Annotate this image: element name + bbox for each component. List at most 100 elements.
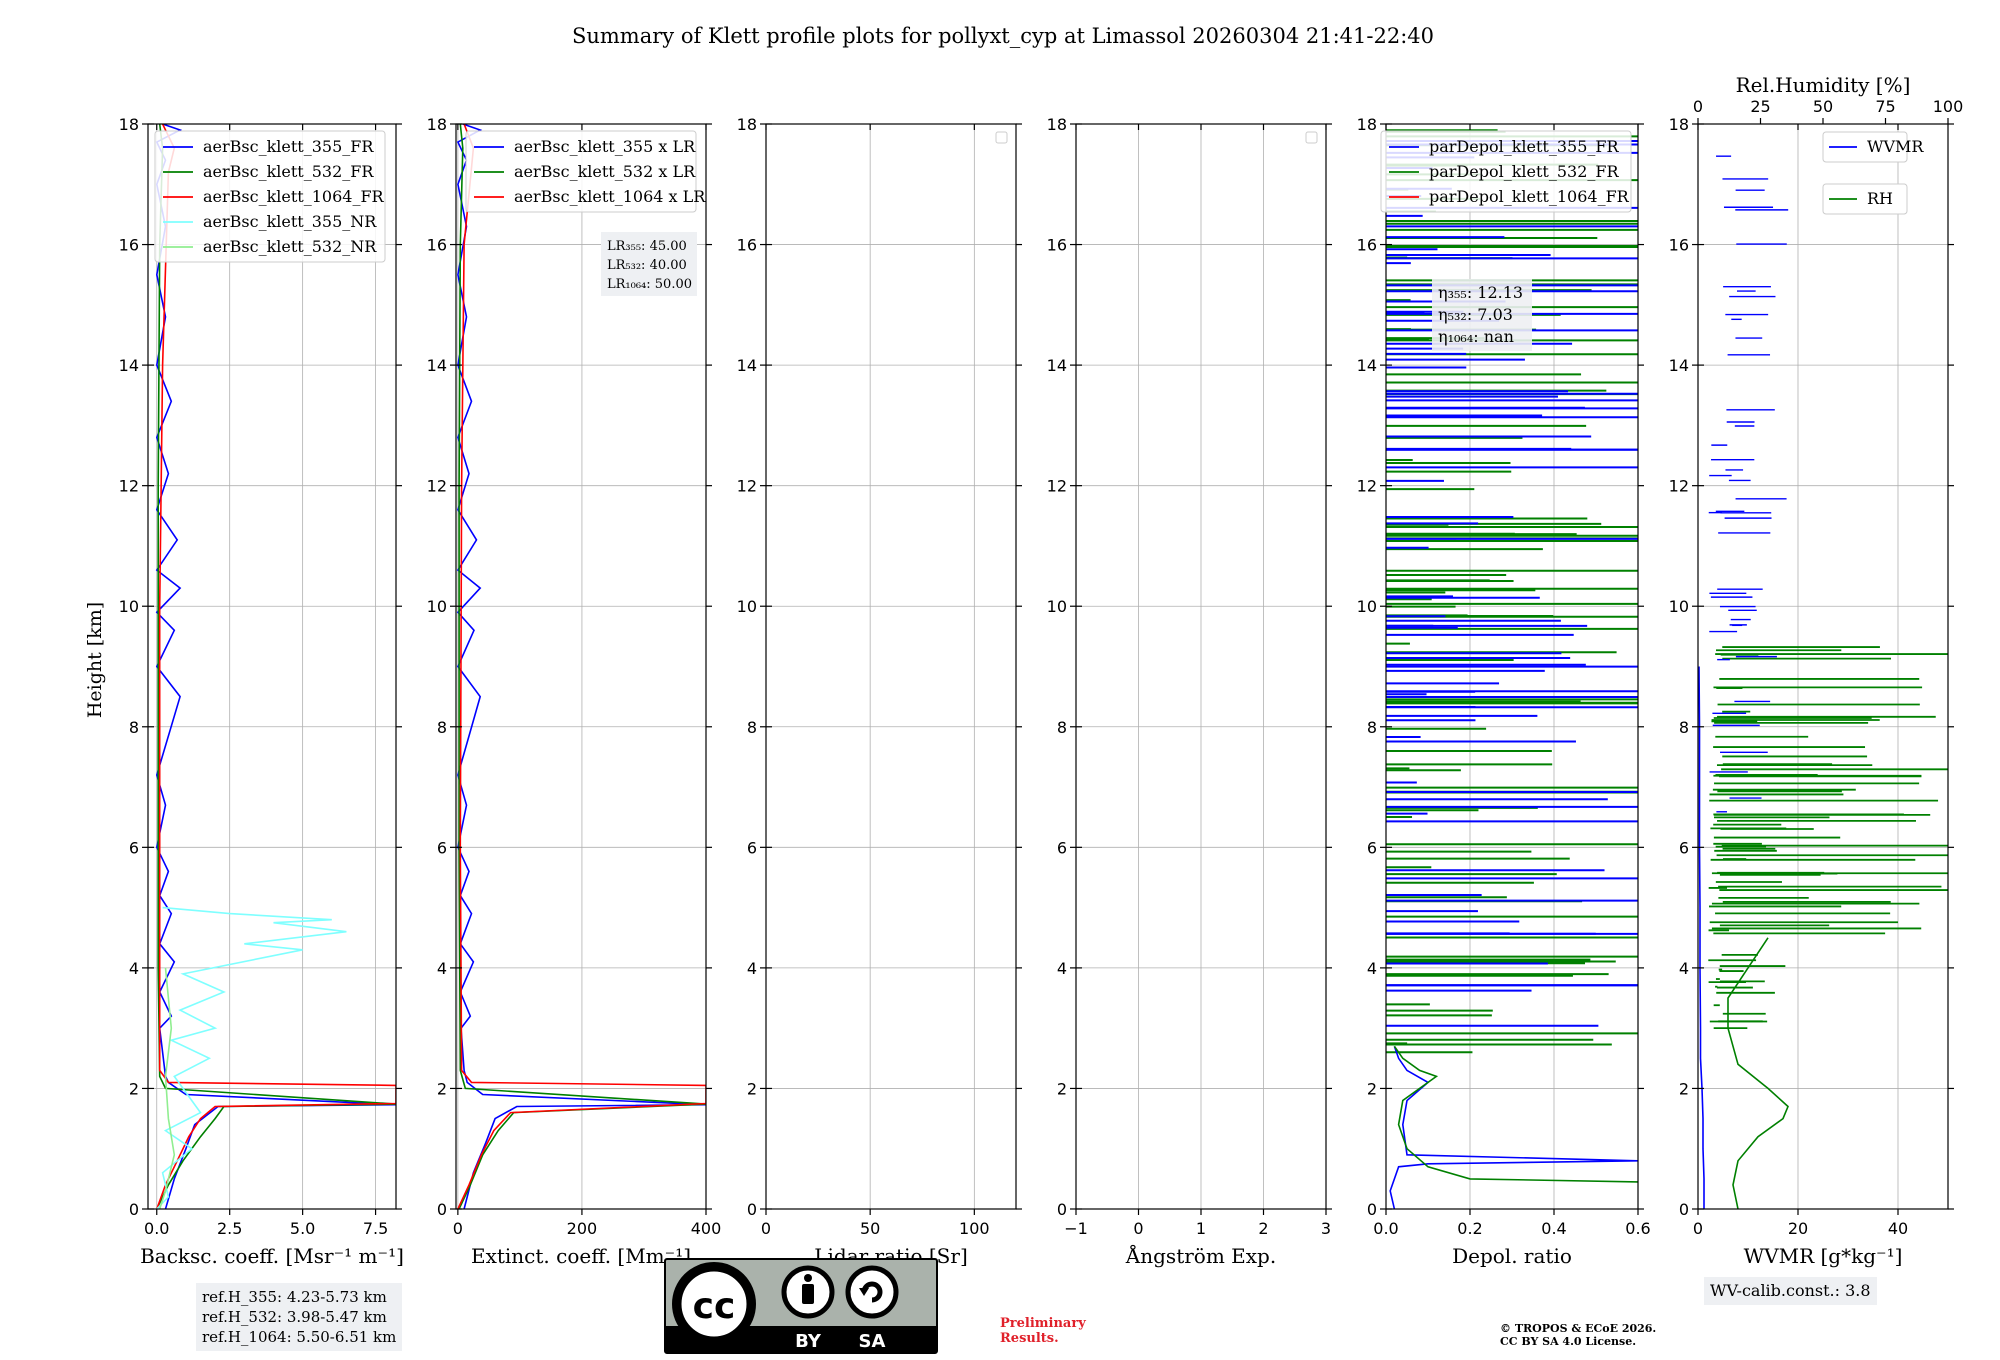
x-tick-label: 2.5 bbox=[217, 1219, 242, 1238]
y-tick-label: 8 bbox=[437, 718, 447, 737]
y-tick-label: 0 bbox=[129, 1200, 139, 1219]
y-tick-label: 18 bbox=[427, 115, 447, 134]
panel-backscatter: 0 2 4 6 8 10 12 14 16 18 0.0 2.5 5.0 7.5 Backsc. coeff… bbox=[119, 115, 404, 1268]
y-tick-label: 0 bbox=[1679, 1200, 1689, 1219]
axes-frame bbox=[455, 123, 707, 1210]
legend-box bbox=[154, 130, 386, 263]
x-tick-label: 0.0 bbox=[1373, 1219, 1398, 1238]
y-tick-label: 16 bbox=[1047, 236, 1067, 255]
y-tick-label: 18 bbox=[1047, 115, 1067, 134]
y-tick-label: 10 bbox=[737, 597, 757, 616]
y-tick-label: 10 bbox=[1047, 597, 1067, 616]
legend-entry: parDepol_klett_532_FR bbox=[1429, 162, 1620, 181]
ref-height-532: ref.H_532: 3.98-5.47 km bbox=[202, 1308, 387, 1326]
copyright-line-2: CC BY SA 4.0 License. bbox=[1500, 1335, 1637, 1348]
copyright-line-1: © TROPOS & ECoE 2026. bbox=[1500, 1322, 1657, 1335]
ref-height-1064: ref.H_1064: 5.50-6.51 km bbox=[202, 1328, 397, 1346]
legend-box-1 bbox=[1822, 183, 1908, 215]
legend-entry: aerBsc_klett_355_FR bbox=[203, 137, 374, 156]
x-tick-label: 0 bbox=[453, 1219, 463, 1238]
y-tick-label: 6 bbox=[437, 838, 447, 857]
x-tick-label: 1 bbox=[1196, 1219, 1206, 1238]
y-tick-label: 0 bbox=[437, 1200, 447, 1219]
y-tick-label: 0 bbox=[1057, 1200, 1067, 1219]
y-tick-label: 2 bbox=[747, 1079, 757, 1098]
y-tick-label: 4 bbox=[1679, 959, 1689, 978]
y-tick-label: 4 bbox=[1367, 959, 1377, 978]
figure-title: Summary of Klett profile plots for polly… bbox=[572, 24, 1434, 48]
y-tick-label: 2 bbox=[1679, 1079, 1689, 1098]
eta-annotation-line: η₁₀₆₄: nan bbox=[1438, 327, 1514, 346]
x-tick-label: 0.6 bbox=[1625, 1219, 1650, 1238]
series-aerBsc_klett_532_FR bbox=[156, 124, 396, 1209]
preliminary-line-2: Results. bbox=[1000, 1331, 1059, 1346]
axes-frame bbox=[765, 123, 1017, 1210]
y-tick-label: 12 bbox=[1357, 477, 1377, 496]
y-tick-label: 14 bbox=[119, 356, 139, 375]
y-tick-label: 8 bbox=[747, 718, 757, 737]
x-tick-label: 200 bbox=[567, 1219, 598, 1238]
plot-area bbox=[155, 124, 396, 1209]
cc-by-sa-logo: cc BY SA bbox=[664, 1258, 938, 1354]
legend-box bbox=[1380, 130, 1632, 213]
y-tick-label: 8 bbox=[129, 718, 139, 737]
legend-box bbox=[465, 130, 697, 213]
y-tick-label: 4 bbox=[437, 959, 447, 978]
y-tick-label: 12 bbox=[1669, 477, 1689, 496]
legend-entry: RH bbox=[1867, 189, 1893, 208]
x-tick-label: 0 bbox=[1133, 1219, 1143, 1238]
x-axis-label: Extinct. coeff. [Mm⁻¹] bbox=[471, 1244, 691, 1268]
series-aerBsc_klett_355_NR bbox=[156, 906, 347, 1209]
wv-calib-box: WV-calib.const.: 3.8 bbox=[1704, 1277, 1877, 1305]
series-aerBsc_klett_1064_FR bbox=[156, 124, 396, 1209]
legend-entry: aerBsc_klett_532_NR bbox=[203, 237, 377, 256]
x-tick-label: 5.0 bbox=[290, 1219, 315, 1238]
eta-annotation-box bbox=[1432, 279, 1532, 351]
x-tick-label: 0.4 bbox=[1541, 1219, 1566, 1238]
axes-frame bbox=[147, 123, 397, 1210]
lr-annotation-line: LR₅₃₂: 40.00 bbox=[607, 258, 687, 273]
y-tick-label: 14 bbox=[427, 356, 447, 375]
y-tick-label: 8 bbox=[1367, 718, 1377, 737]
y-axis-label: Height [km] bbox=[84, 602, 106, 718]
x-axis-label: WVMR [g*kg⁻¹] bbox=[1744, 1244, 1903, 1268]
series-aerBsc_klett_532_NR bbox=[158, 967, 176, 1209]
y-tick-label: 14 bbox=[737, 356, 757, 375]
y-tick-label: 18 bbox=[119, 115, 139, 134]
x-tick-label: 2 bbox=[1258, 1219, 1268, 1238]
legend-entry: WVMR bbox=[1867, 137, 1924, 156]
series-parDepol_klett_532_FR bbox=[1393, 1045, 1638, 1183]
y-tick-label: 16 bbox=[119, 236, 139, 255]
legend-entry: parDepol_klett_355_FR bbox=[1429, 137, 1620, 156]
y-tick-label: 6 bbox=[1367, 838, 1377, 857]
x-tick-label: 0.0 bbox=[144, 1219, 169, 1238]
empty-legend-box bbox=[1305, 131, 1318, 144]
y-tick-label: 16 bbox=[1669, 236, 1689, 255]
y-tick-label: 16 bbox=[737, 236, 757, 255]
x-tick-label: 0.2 bbox=[1457, 1219, 1482, 1238]
eta-annotation-line: η₃₅₅: 12.13 bbox=[1438, 283, 1523, 302]
series-aerBsc_klett_355_FR bbox=[155, 124, 396, 1209]
y-tick-label: 6 bbox=[1057, 838, 1067, 857]
top-x-tick-label: 50 bbox=[1813, 97, 1833, 116]
panel-depol: 0 2 4 6 8 10 12 14 16 18 0.0 0.2 0.4 0.6 Depol. ratio p… bbox=[1357, 115, 1651, 1268]
y-tick-label: 2 bbox=[1057, 1079, 1067, 1098]
top-x-tick-label: 25 bbox=[1750, 97, 1770, 116]
x-tick-label: 7.5 bbox=[363, 1219, 388, 1238]
sa-icon bbox=[845, 1265, 899, 1319]
x-tick-label: −1 bbox=[1064, 1219, 1088, 1238]
y-tick-label: 10 bbox=[1669, 597, 1689, 616]
y-tick-label: 14 bbox=[1669, 356, 1689, 375]
lr-annotation-box bbox=[601, 232, 697, 296]
lr-annotation-line: LR₃₅₅: 45.00 bbox=[607, 239, 687, 254]
y-tick-label: 8 bbox=[1057, 718, 1067, 737]
preliminary-line-1: Preliminary bbox=[1000, 1316, 1086, 1331]
y-tick-label: 4 bbox=[129, 959, 139, 978]
copyright-note: © TROPOS & ECoE 2026. CC BY SA 4.0 Licen… bbox=[1500, 1322, 1656, 1348]
legend-entry: aerBsc_klett_1064_FR bbox=[203, 187, 385, 206]
